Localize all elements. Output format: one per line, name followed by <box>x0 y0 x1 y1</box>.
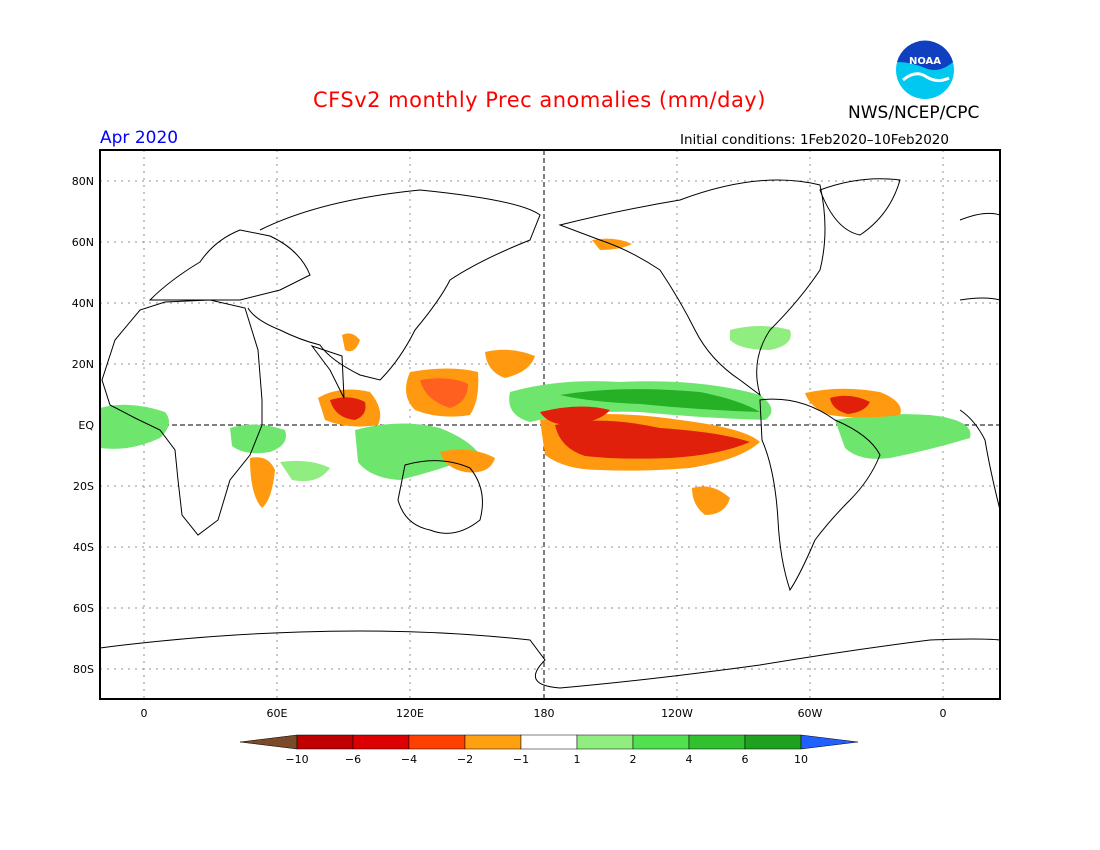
wet-anomaly-atlantic-africa <box>100 404 169 449</box>
colorbar-label: 4 <box>686 753 693 766</box>
colorbar-label: −1 <box>513 753 529 766</box>
colorbar-swatch <box>464 734 522 750</box>
colorbar-label: 6 <box>742 753 749 766</box>
colorbar: −10 −6 −4 −2 −1 1 2 4 6 10 <box>239 734 859 766</box>
coast-australia <box>397 460 483 534</box>
coast-north-america <box>558 179 826 397</box>
wet-anomaly-itcz-core <box>560 389 760 412</box>
colorbar-low-arrow <box>239 734 298 750</box>
lon-label: 120W <box>661 707 693 720</box>
dry-anomaly-philippines-core <box>420 378 468 408</box>
lat-label: 20N <box>72 358 94 371</box>
dry-anomaly-atlantic-core <box>830 395 870 414</box>
lat-label: EQ <box>78 419 94 432</box>
colorbar-swatch <box>688 734 746 750</box>
colorbar-swatch <box>744 734 802 750</box>
lon-label: 120E <box>396 707 424 720</box>
colorbar-label: −4 <box>401 753 417 766</box>
lat-label: 60N <box>72 236 94 249</box>
wet-anomaly-east-africa <box>230 424 286 454</box>
lat-label: 60S <box>73 602 94 615</box>
noaa-logo-icon: NOAA <box>896 40 954 99</box>
colorbar-label: −2 <box>457 753 473 766</box>
colorbar-high-arrow <box>800 734 859 750</box>
colorbar-swatch <box>352 734 410 750</box>
lon-label: 60E <box>267 707 288 720</box>
wet-anomaly-caribbean <box>730 326 791 350</box>
dry-anomaly-bay-core <box>330 397 366 420</box>
coast-europe-east-edge <box>959 212 1001 301</box>
lat-label: 80S <box>73 663 94 676</box>
coast-india <box>310 345 345 399</box>
colorbar-swatch <box>576 734 634 750</box>
wet-anomaly-maritime <box>355 423 480 480</box>
forecast-month: Apr 2020 <box>100 128 179 148</box>
coast-antarctica <box>99 630 1001 689</box>
lat-label: 80N <box>72 175 94 188</box>
wet-anomaly-south-america <box>835 414 971 459</box>
anomaly-shading <box>100 238 971 515</box>
colorbar-swatch <box>520 734 578 750</box>
lon-label: 180 <box>534 707 555 720</box>
lon-axis: 0 60E 120E 180 120W 60W 0 <box>141 707 947 720</box>
coast-south-america <box>759 398 881 592</box>
lat-label: 20S <box>73 480 94 493</box>
colorbar-swatch <box>296 734 354 750</box>
colorbar-label: −10 <box>285 753 308 766</box>
agency-label: NWS/NCEP/CPC <box>848 103 980 123</box>
lat-label: 40S <box>73 541 94 554</box>
colorbar-label: 2 <box>630 753 637 766</box>
colorbar-label: 1 <box>574 753 581 766</box>
dry-anomaly-madagascar <box>250 457 275 508</box>
colorbar-label: 10 <box>794 753 808 766</box>
lon-label: 60W <box>798 707 823 720</box>
lat-axis: 80N 60N 40N 20N EQ 20S 40S 60S 80S <box>72 175 95 676</box>
dry-anomaly-west-pacific <box>485 349 535 378</box>
logo-text: NOAA <box>909 56 941 67</box>
map-frame <box>99 149 1001 700</box>
lon-label: 0 <box>141 707 148 720</box>
lat-label: 40N <box>72 297 94 310</box>
colorbar-swatch <box>408 734 466 750</box>
initial-conditions: Initial conditions: 1Feb2020–10Feb2020 <box>680 132 949 148</box>
dry-anomaly-southeast-pacific <box>692 486 730 515</box>
dry-anomaly-india <box>342 333 360 352</box>
coast-asia <box>247 189 541 381</box>
dry-anomaly-south-pacific-core <box>555 420 750 459</box>
dry-anomaly-dateline-north <box>540 406 610 425</box>
coast-europe <box>148 229 311 301</box>
coast-greenland <box>819 178 901 236</box>
lon-label: 0 <box>940 707 947 720</box>
colorbar-swatch <box>632 734 690 750</box>
wet-anomaly-south-indian <box>280 460 330 482</box>
coast-africa-east-edge <box>959 409 1001 511</box>
coastlines <box>99 178 1001 689</box>
dry-anomaly-coral-sea <box>440 449 495 473</box>
coast-africa <box>101 299 263 536</box>
map-title: CFSv2 monthly Prec anomalies (mm/day) <box>313 88 766 112</box>
colorbar-label: −6 <box>345 753 361 766</box>
